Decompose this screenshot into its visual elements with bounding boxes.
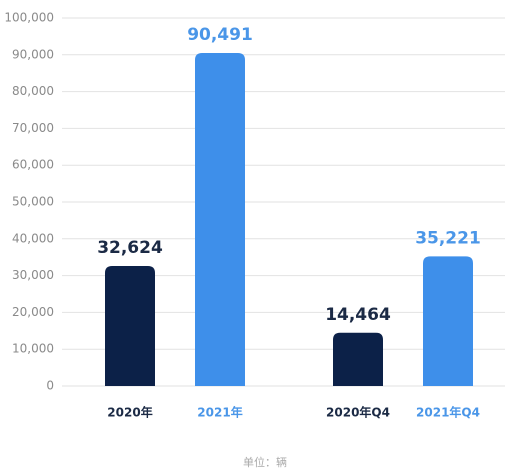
bar <box>105 265 155 386</box>
x-tick-label: 2020年 <box>107 405 152 420</box>
footnote: 单位：辆 <box>243 455 287 469</box>
x-tick-label: 2020年Q4 <box>326 405 390 420</box>
y-tick-label: 40,000 <box>12 231 54 245</box>
y-tick-label: 90,000 <box>12 47 54 61</box>
y-tick-label: 70,000 <box>12 121 54 135</box>
x-tick-label: 2021年 <box>197 405 242 420</box>
y-tick-label: 30,000 <box>12 268 54 282</box>
bar <box>195 52 245 387</box>
y-tick-label: 50,000 <box>12 195 54 209</box>
bar <box>423 256 473 386</box>
y-tick-label: 10,000 <box>12 342 54 356</box>
x-tick-label: 2021年Q4 <box>416 405 480 420</box>
data-label: 14,464 <box>325 305 391 325</box>
data-label: 90,491 <box>187 25 253 45</box>
y-tick-label: 0 <box>46 379 54 393</box>
bar <box>333 332 383 386</box>
data-label: 32,624 <box>97 238 163 258</box>
y-tick-label: 100,000 <box>4 11 54 25</box>
y-tick-label: 60,000 <box>12 158 54 172</box>
y-tick-label: 80,000 <box>12 84 54 98</box>
y-tick-label: 20,000 <box>12 305 54 319</box>
data-label: 35,221 <box>415 228 481 248</box>
